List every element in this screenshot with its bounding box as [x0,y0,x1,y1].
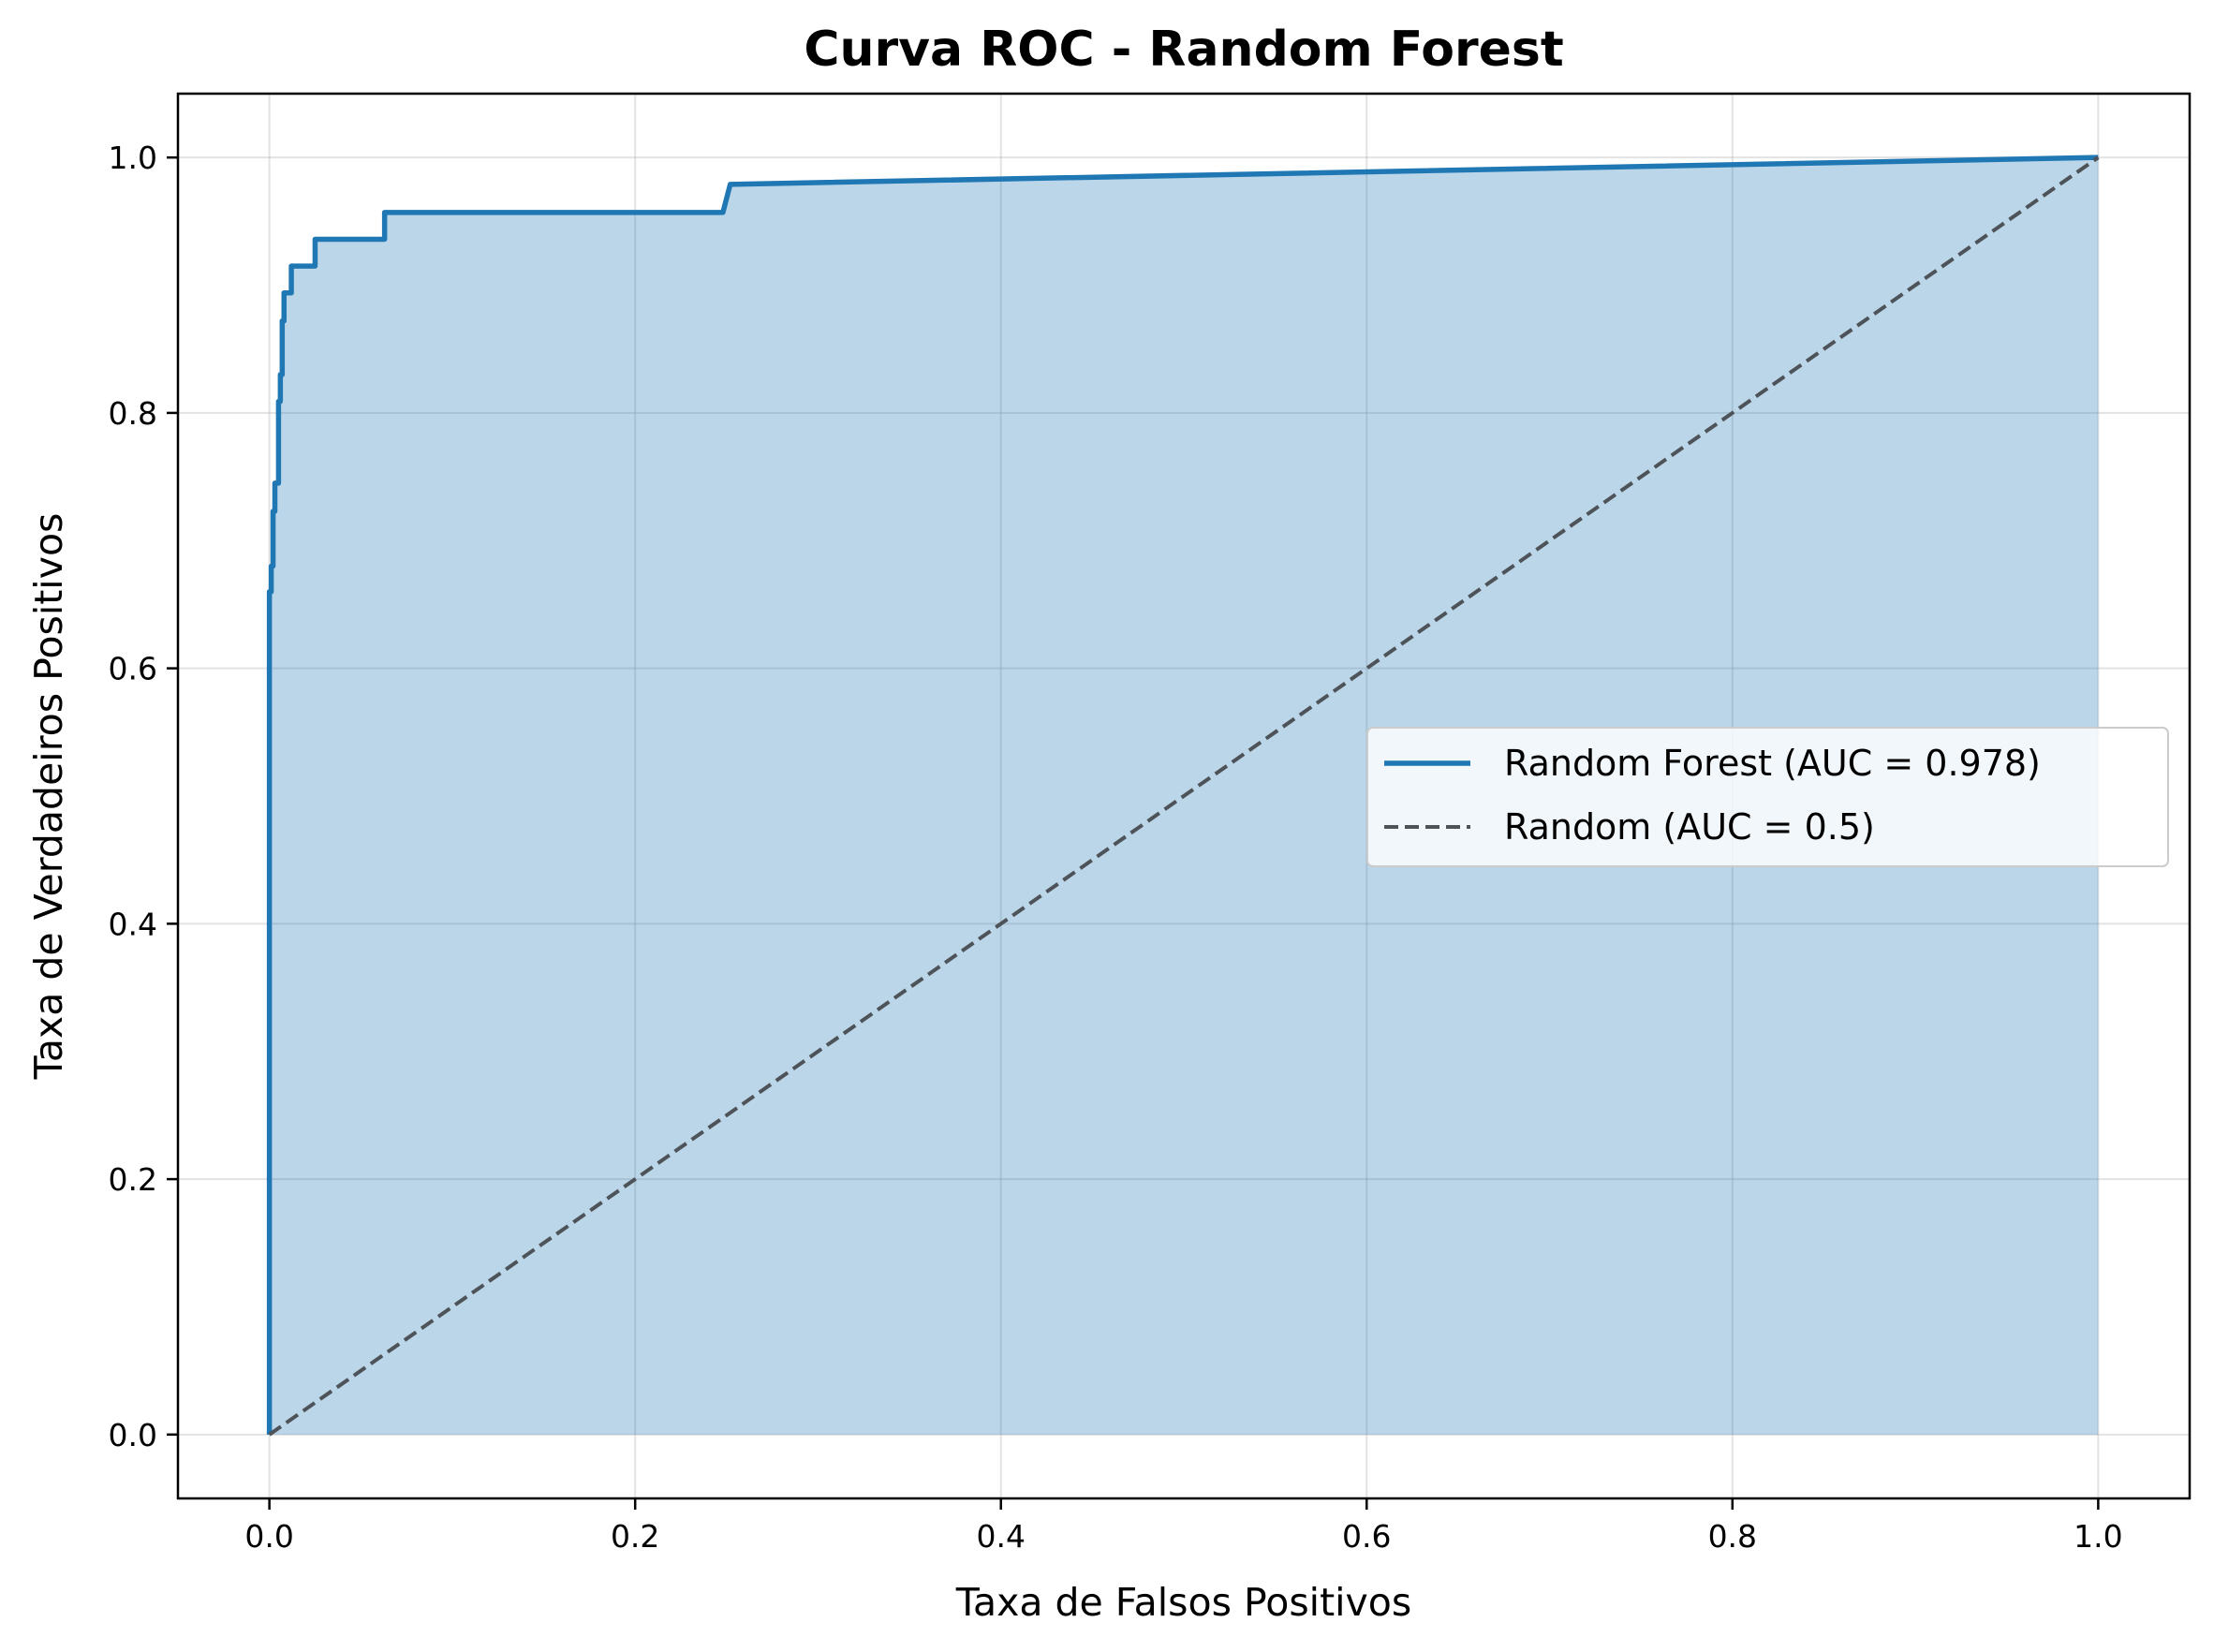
legend-label-0: Random Forest (AUC = 0.978) [1504,743,2041,784]
y-tick-label: 0.8 [109,395,157,432]
series-lines [266,155,2100,1437]
x-tick-label: 0.4 [976,1518,1025,1555]
legend-label-1: Random (AUC = 0.5) [1504,806,1875,848]
x-tick-label: 0.2 [611,1518,659,1555]
y-tick-label: 0.2 [109,1161,157,1198]
grid [178,94,2190,1498]
y-tick-label: 0.6 [109,651,157,687]
plot-frame [176,92,2192,1500]
y-tick-label: 0.4 [109,906,157,942]
x-axis-ticks: 0.0 0.2 0.4 0.6 0.8 1.0 [244,1498,2123,1555]
series-line-1 [268,155,2100,1437]
x-tick-label: 0.6 [1342,1518,1391,1555]
legend-box [1366,727,2169,867]
y-axis-label: Taxa de Verdadeiros Positivos [26,513,71,1081]
legend: Random Forest (AUC = 0.978) Random (AUC =… [1366,727,2169,867]
x-tick-label: 1.0 [2074,1518,2122,1555]
x-tick-label: 0.0 [244,1518,293,1555]
x-axis-label: Taxa de Falsos Positivos [955,1580,1412,1625]
x-tick-label: 0.8 [1708,1518,1757,1555]
y-tick-label: 0.0 [109,1417,157,1453]
y-tick-label: 1.0 [109,140,157,176]
series-line-0 [266,155,2099,1435]
y-axis-ticks: 0.0 0.2 0.4 0.6 0.8 1.0 [109,140,178,1453]
chart-title: Curva ROC - Random Forest [804,22,1563,78]
